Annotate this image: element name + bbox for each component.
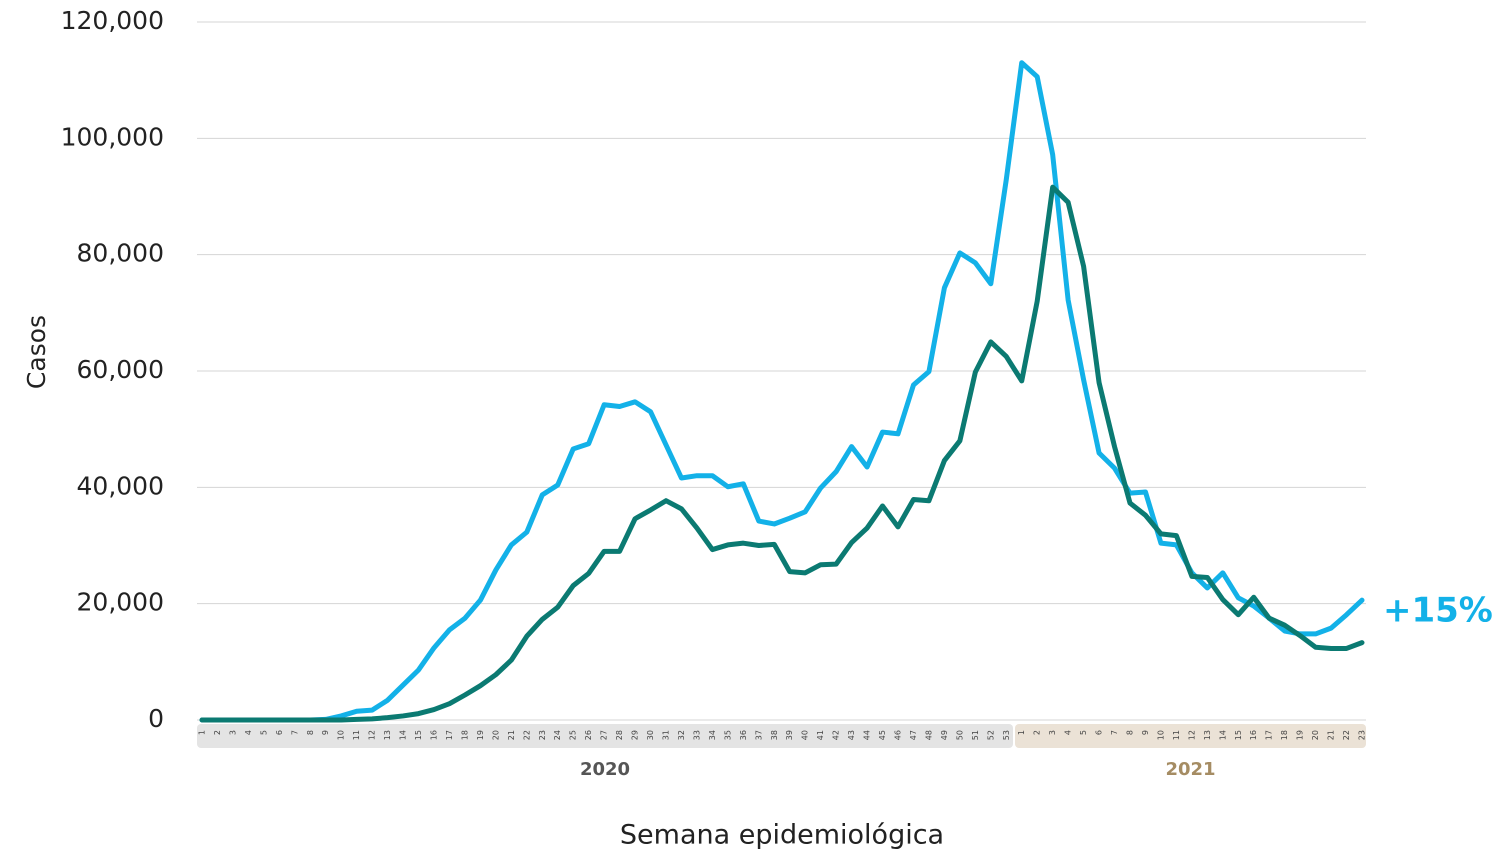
x-tick-label: 6 <box>1095 730 1104 735</box>
x-tick-label: 5 <box>1079 730 1088 735</box>
x-tick-label: 3 <box>228 730 237 735</box>
y-tick-label: 120,000 <box>61 6 164 35</box>
x-tick-label: 15 <box>1234 730 1243 740</box>
x-tick-label: 3 <box>1048 730 1057 735</box>
x-tick-label: 16 <box>430 730 439 740</box>
x-tick-label: 13 <box>383 730 392 740</box>
x-tick-label: 36 <box>739 730 748 740</box>
x-tick-label: 18 <box>460 730 469 740</box>
x-tick-label: 17 <box>1265 730 1274 740</box>
year-label: 2020 <box>580 759 630 780</box>
x-tick-label: 28 <box>615 730 624 740</box>
x-tick-label: 11 <box>352 730 361 740</box>
x-tick-label: 50 <box>955 730 964 740</box>
x-tick-label: 16 <box>1249 730 1258 740</box>
x-tick-label: 15 <box>414 730 423 740</box>
x-tick-label: 4 <box>244 730 253 735</box>
x-tick-label: 19 <box>1296 730 1305 740</box>
series-line <box>202 187 1362 720</box>
x-tick-label: 23 <box>538 730 547 740</box>
x-tick-label: 52 <box>986 730 995 740</box>
x-tick-label: 9 <box>321 730 330 735</box>
y-axis-label: Casos <box>22 315 51 389</box>
x-tick-label: 1 <box>1017 730 1026 735</box>
x-tick-label: 7 <box>290 730 299 735</box>
x-tick-label: 37 <box>754 730 763 740</box>
y-tick-label: 40,000 <box>77 471 164 500</box>
x-tick-label: 49 <box>940 730 949 740</box>
x-tick-label: 26 <box>584 730 593 740</box>
y-tick-label: 20,000 <box>77 588 164 617</box>
x-tick-label: 42 <box>832 730 841 740</box>
x-tick-label: 2 <box>1033 730 1042 735</box>
x-tick-label: 5 <box>259 730 268 735</box>
x-tick-label: 4 <box>1064 730 1073 735</box>
x-tick-label: 22 <box>522 730 531 740</box>
y-tick-label: 0 <box>148 704 164 733</box>
x-tick-label: 1 <box>198 730 207 735</box>
x-tick-label: 39 <box>785 730 794 740</box>
y-tick-label: 60,000 <box>77 355 164 384</box>
x-tick-label: 2 <box>213 730 222 735</box>
year-label: 2021 <box>1165 759 1215 780</box>
x-tick-label: 20 <box>491 730 500 740</box>
x-tick-label: 33 <box>692 730 701 740</box>
x-tick-label: 22 <box>1342 730 1351 740</box>
x-tick-label: 46 <box>894 730 903 740</box>
x-tick-label: 27 <box>600 730 609 740</box>
x-tick-label: 19 <box>476 730 485 740</box>
x-tick-label: 14 <box>1218 730 1227 740</box>
x-tick-label: 45 <box>878 730 887 740</box>
x-tick-label: 51 <box>971 730 980 740</box>
x-tick-label: 41 <box>816 730 825 740</box>
y-tick-label: 100,000 <box>61 122 164 151</box>
x-tick-label: 11 <box>1172 730 1181 740</box>
x-tick-label: 35 <box>723 730 732 740</box>
x-tick-label: 34 <box>708 730 717 740</box>
x-tick-label: 13 <box>1203 730 1212 740</box>
x-axis-label: Semana epidemiológica <box>620 820 944 851</box>
x-tick-label: 48 <box>924 730 933 740</box>
x-tick-label: 21 <box>1327 730 1336 740</box>
y-tick-label: 80,000 <box>77 239 164 268</box>
x-tick-label: 6 <box>275 730 284 735</box>
x-tick-label: 7 <box>1110 730 1119 735</box>
x-tick-label: 24 <box>553 730 562 740</box>
series-line <box>202 63 1362 720</box>
x-tick-label: 8 <box>306 730 315 735</box>
annotation: +15% <box>1383 591 1493 631</box>
x-tick-label: 9 <box>1141 730 1150 735</box>
x-tick-label: 14 <box>399 730 408 740</box>
x-tick-label: 17 <box>445 730 454 740</box>
x-tick-label: 53 <box>1002 730 1011 740</box>
chart: Casos Semana epidemiológica 0 20,000 40,00… <box>0 0 1496 853</box>
x-tick-label: 8 <box>1126 730 1135 735</box>
x-tick-label: 32 <box>677 730 686 740</box>
x-tick-label: 40 <box>801 730 810 740</box>
x-tick-label: 38 <box>770 730 779 740</box>
x-tick-label: 25 <box>569 730 578 740</box>
x-tick-label: 47 <box>909 730 918 740</box>
x-tick-label: 44 <box>863 730 872 740</box>
x-tick-label: 31 <box>662 730 671 740</box>
x-tick-label: 20 <box>1311 730 1320 740</box>
x-tick-label: 10 <box>337 730 346 740</box>
x-tick-label: 10 <box>1156 730 1165 740</box>
x-tick-label: 23 <box>1358 730 1367 740</box>
x-tick-label: 21 <box>507 730 516 740</box>
x-tick-label: 12 <box>368 730 377 740</box>
x-tick-label: 18 <box>1280 730 1289 740</box>
x-tick-label: 29 <box>631 730 640 740</box>
x-tick-label: 30 <box>646 730 655 740</box>
x-tick-label: 43 <box>847 730 856 740</box>
x-tick-label: 12 <box>1187 730 1196 740</box>
